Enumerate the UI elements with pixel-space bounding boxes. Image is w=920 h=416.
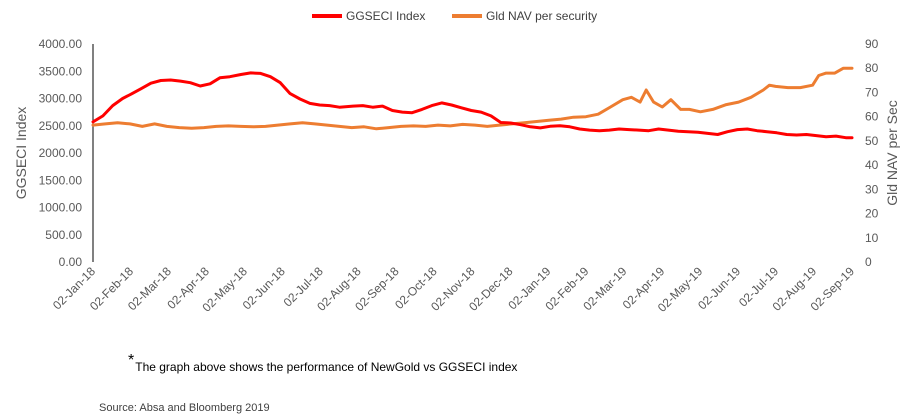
y-axis-left-ticks: 0.00 500.00 1000.00 1500.00 2000.00 2500.00 30…: [39, 37, 83, 269]
y-right-tick-label: 70: [865, 85, 879, 99]
legend: GGSECI Index Gld NAV per security: [312, 9, 597, 23]
y-right-tick-label: 90: [865, 37, 879, 51]
legend-label-ggseci: GGSECI Index: [346, 9, 425, 23]
y-axis-right-title: Gld NAV per Sec: [884, 100, 900, 206]
y-right-tick-label: 10: [865, 231, 879, 245]
source-note: Source: Absa and Bloomberg 2019: [99, 402, 270, 414]
y-right-tick-label: 40: [865, 158, 879, 172]
y-right-tick-label: 30: [865, 182, 879, 196]
y-axis-left-title: GGSECI Index: [13, 107, 29, 200]
y-left-tick-label: 0.00: [59, 255, 83, 269]
footnote: *The graph above shows the performance o…: [128, 352, 518, 376]
y-left-tick-label: 1000.00: [39, 201, 83, 215]
y-right-tick-label: 80: [865, 61, 879, 75]
series-layer: [91, 66, 854, 140]
x-axis-ticks: 02-Jan-1802-Feb-1802-Mar-1802-Apr-1802-M…: [50, 264, 857, 315]
line-chart: GGSECI Index Gld NAV per security GGSECI…: [13, 9, 900, 315]
y-left-tick-label: 4000.00: [39, 37, 83, 51]
footnote-asterisk: *: [128, 352, 135, 369]
y-right-tick-label: 50: [865, 134, 879, 148]
y-left-tick-label: 2000.00: [39, 146, 83, 160]
y-left-tick-label: 3500.00: [39, 64, 83, 78]
y-left-tick-label: 2500.00: [39, 119, 83, 133]
y-axis-right-ticks: 0 10 20 30 40 50 60 70 80 90: [865, 37, 879, 269]
series-line-gld-nav: [91, 66, 854, 131]
y-right-tick-label: 0: [865, 255, 872, 269]
y-left-tick-label: 500.00: [45, 228, 82, 242]
y-right-tick-label: 60: [865, 110, 879, 124]
y-left-tick-label: 1500.00: [39, 173, 83, 187]
y-right-tick-label: 20: [865, 207, 879, 221]
legend-label-gld-nav: Gld NAV per security: [486, 9, 597, 23]
y-left-tick-label: 3000.00: [39, 92, 83, 106]
series-line-ggseci: [91, 71, 854, 140]
footnote-text: The graph above shows the performance of…: [135, 360, 518, 374]
